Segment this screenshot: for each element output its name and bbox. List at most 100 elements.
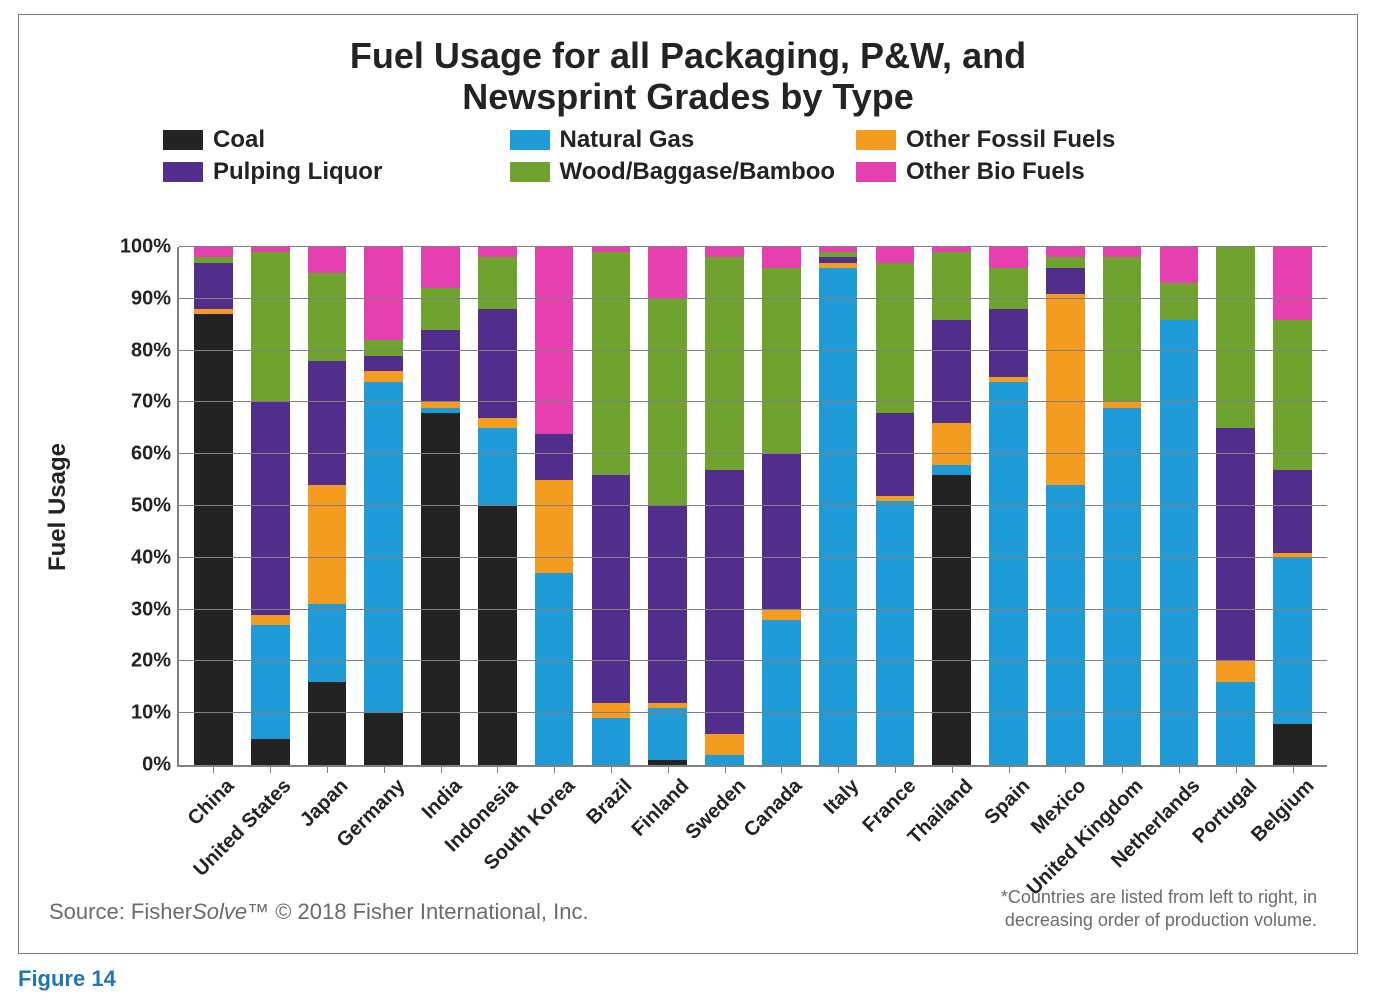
segment-wood bbox=[251, 252, 290, 402]
segment-gas bbox=[1216, 682, 1255, 765]
x-tick bbox=[952, 765, 953, 773]
source-tm: ™ bbox=[247, 899, 269, 924]
chart-title-line2: Newsprint Grades by Type bbox=[462, 76, 913, 117]
segment-ofossil bbox=[478, 418, 517, 428]
segment-gas bbox=[819, 268, 858, 765]
segment-ofossil bbox=[535, 480, 574, 573]
source-suffix: © 2018 Fisher International, Inc. bbox=[269, 899, 589, 924]
segment-gas bbox=[932, 465, 971, 475]
segment-obio bbox=[478, 247, 517, 257]
legend-item-gas: Natural Gas bbox=[510, 126, 857, 154]
y-tick-label: 30% bbox=[131, 598, 179, 621]
x-tick bbox=[213, 765, 214, 773]
x-label: Italy bbox=[816, 771, 865, 820]
segment-obio bbox=[308, 247, 347, 273]
segment-ofossil bbox=[251, 615, 290, 625]
x-tick bbox=[668, 765, 669, 773]
segment-pulp bbox=[308, 361, 347, 485]
x-tick bbox=[611, 765, 612, 773]
x-tick bbox=[1236, 765, 1237, 773]
x-label: Sweden bbox=[677, 771, 751, 845]
y-tick-label: 40% bbox=[131, 546, 179, 569]
segment-pulp bbox=[989, 309, 1028, 376]
legend-item-pulp: Pulping Liquor bbox=[163, 158, 510, 186]
legend-swatch bbox=[163, 130, 203, 150]
bar-slot: Netherlands bbox=[1151, 247, 1208, 765]
x-label: Canada bbox=[736, 771, 808, 843]
segment-wood bbox=[1046, 257, 1085, 267]
bar-indonesia bbox=[478, 247, 517, 765]
bar-germany bbox=[364, 247, 403, 765]
y-tick-label: 50% bbox=[131, 495, 179, 518]
x-tick bbox=[725, 765, 726, 773]
legend-swatch bbox=[510, 130, 550, 150]
bar-slot: Canada bbox=[753, 247, 810, 765]
segment-gas bbox=[535, 573, 574, 765]
segment-gas bbox=[308, 604, 347, 682]
bar-france bbox=[876, 247, 915, 765]
gridline bbox=[179, 401, 1327, 402]
segment-obio bbox=[1273, 247, 1312, 320]
segment-pulp bbox=[705, 470, 744, 734]
x-tick bbox=[497, 765, 498, 773]
segment-wood bbox=[932, 252, 971, 319]
gridline bbox=[179, 453, 1327, 454]
segment-wood bbox=[989, 268, 1028, 309]
segment-pulp bbox=[1273, 470, 1312, 553]
x-tick bbox=[327, 765, 328, 773]
x-tick bbox=[554, 765, 555, 773]
segment-wood bbox=[308, 273, 347, 361]
bar-slot: Sweden bbox=[696, 247, 753, 765]
x-tick bbox=[1065, 765, 1066, 773]
segment-wood bbox=[364, 340, 403, 356]
segment-ofossil bbox=[592, 703, 631, 719]
segment-pulp bbox=[876, 413, 915, 496]
bar-slot: South Korea bbox=[526, 247, 583, 765]
bar-china bbox=[194, 247, 233, 765]
segment-coal bbox=[308, 682, 347, 765]
segment-gas bbox=[876, 501, 915, 765]
segment-wood bbox=[592, 252, 631, 475]
segment-obio bbox=[648, 247, 687, 299]
gridline bbox=[179, 350, 1327, 351]
segment-gas bbox=[1273, 558, 1312, 724]
segment-obio bbox=[1160, 247, 1199, 283]
x-tick bbox=[1293, 765, 1294, 773]
segment-gas bbox=[705, 755, 744, 765]
segment-gas bbox=[1160, 320, 1199, 765]
gridline bbox=[179, 712, 1327, 713]
gridline bbox=[179, 557, 1327, 558]
bar-slot: Thailand bbox=[923, 247, 980, 765]
legend-item-coal: Coal bbox=[163, 126, 510, 154]
segment-wood bbox=[478, 257, 517, 309]
segment-coal bbox=[364, 713, 403, 765]
x-tick bbox=[1122, 765, 1123, 773]
segment-obio bbox=[1103, 247, 1142, 257]
y-tick-label: 10% bbox=[131, 702, 179, 725]
segment-wood bbox=[705, 257, 744, 469]
segment-wood bbox=[1273, 320, 1312, 470]
segment-coal bbox=[478, 506, 517, 765]
segment-ofossil bbox=[932, 423, 971, 464]
segment-ofossil bbox=[1216, 661, 1255, 682]
segment-obio bbox=[989, 247, 1028, 268]
segment-wood bbox=[648, 299, 687, 506]
bar-slot: Spain bbox=[980, 247, 1037, 765]
x-tick bbox=[270, 765, 271, 773]
legend-label: Wood/Baggase/Bamboo bbox=[560, 158, 836, 186]
figure-label: Figure 14 bbox=[18, 966, 116, 992]
bar-south-korea bbox=[535, 247, 574, 765]
bar-united-kingdom bbox=[1103, 247, 1142, 765]
x-tick bbox=[838, 765, 839, 773]
footnote: *Countries are listed from left to right… bbox=[1001, 886, 1317, 931]
segment-ofossil bbox=[308, 485, 347, 604]
segment-pulp bbox=[932, 320, 971, 424]
bar-finland bbox=[648, 247, 687, 765]
legend-swatch bbox=[510, 162, 550, 182]
bar-slot: Japan bbox=[299, 247, 356, 765]
legend-label: Coal bbox=[213, 126, 265, 154]
bar-italy bbox=[819, 247, 858, 765]
bar-canada bbox=[762, 247, 801, 765]
legend-item-ofossil: Other Fossil Fuels bbox=[856, 126, 1203, 154]
segment-pulp bbox=[364, 356, 403, 372]
